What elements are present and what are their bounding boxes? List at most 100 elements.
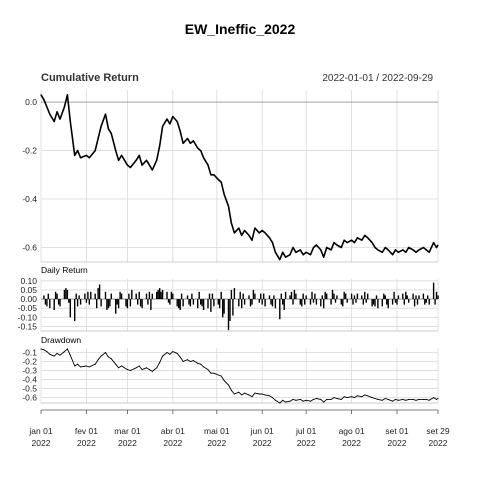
return-bar-80 bbox=[207, 299, 209, 309]
return-bar-179 bbox=[408, 299, 410, 303]
return-bar-45 bbox=[135, 293, 137, 300]
data-point-0-16 bbox=[97, 138, 99, 139]
return-bar-81 bbox=[208, 293, 211, 300]
data-point-0-50 bbox=[217, 179, 219, 181]
return-bar-83 bbox=[211, 293, 214, 300]
return-bar-155 bbox=[361, 295, 363, 299]
data-point-0-112 bbox=[428, 251, 430, 253]
data-point-0-23 bbox=[121, 154, 123, 156]
return-bar-119 bbox=[284, 291, 287, 300]
return-bar-133 bbox=[314, 293, 316, 300]
data-point-2-4 bbox=[53, 355, 55, 357]
data-point-2-14 bbox=[88, 366, 90, 368]
return-bar-48 bbox=[139, 299, 142, 307]
return-bar-50 bbox=[145, 293, 148, 300]
data-point-2-57 bbox=[241, 394, 243, 396]
data-point-2-1 bbox=[43, 349, 45, 351]
data-point-2-34 bbox=[162, 355, 164, 357]
return-bar-104 bbox=[254, 293, 256, 300]
data-point-2-92 bbox=[361, 396, 363, 398]
x-tick-label-8: set 01 bbox=[385, 426, 408, 436]
return-bar-143 bbox=[334, 299, 337, 303]
y-tick-label-0-3: -0.6 bbox=[22, 242, 37, 252]
return-bar-157 bbox=[364, 291, 366, 300]
data-point-0-1 bbox=[43, 99, 45, 101]
data-point-0-115 bbox=[437, 244, 439, 246]
return-bar-135 bbox=[320, 299, 322, 307]
data-point-2-7 bbox=[63, 351, 65, 353]
return-bar-154 bbox=[356, 293, 359, 300]
return-bar-36 bbox=[116, 299, 118, 305]
return-bar-69 bbox=[182, 299, 184, 307]
return-bar-34 bbox=[110, 293, 112, 300]
data-point-2-13 bbox=[85, 365, 87, 367]
data-point-2-100 bbox=[387, 398, 389, 400]
data-point-2-109 bbox=[418, 398, 420, 400]
x-tick-year-7: 2022 bbox=[342, 438, 361, 448]
data-point-0-55 bbox=[233, 232, 235, 234]
return-bar-62 bbox=[169, 299, 171, 305]
data-point-2-6 bbox=[59, 354, 61, 356]
return-bar-79 bbox=[202, 299, 205, 310]
return-bar-94 bbox=[233, 288, 236, 299]
return-bar-65 bbox=[176, 299, 178, 307]
data-point-0-51 bbox=[220, 181, 222, 183]
data-point-2-73 bbox=[295, 399, 297, 401]
return-bar-115 bbox=[279, 299, 281, 320]
data-point-0-110 bbox=[422, 247, 424, 248]
return-bar-142 bbox=[333, 293, 335, 300]
return-bar-92 bbox=[230, 289, 233, 299]
data-point-0-26 bbox=[135, 159, 137, 161]
data-point-2-86 bbox=[340, 398, 342, 400]
y-tick-label-2-2: -0.3 bbox=[22, 366, 37, 376]
data-point-2-83 bbox=[330, 398, 332, 400]
x-tick-label-9: set 29 bbox=[426, 426, 449, 436]
data-point-0-63 bbox=[261, 230, 263, 231]
data-point-0-96 bbox=[374, 247, 376, 248]
data-point-2-75 bbox=[302, 400, 304, 402]
data-point-2-22 bbox=[118, 367, 120, 369]
data-point-0-34 bbox=[162, 125, 164, 127]
return-bar-150 bbox=[350, 293, 353, 300]
data-point-0-111 bbox=[425, 249, 427, 251]
return-bar-76 bbox=[198, 291, 200, 300]
return-bar-12 bbox=[66, 289, 69, 299]
return-bar-91 bbox=[229, 299, 231, 321]
data-point-0-71 bbox=[289, 254, 291, 256]
return-bar-52 bbox=[148, 291, 151, 300]
return-bar-120 bbox=[289, 295, 291, 299]
return-bar-13 bbox=[68, 299, 70, 303]
return-bar-112 bbox=[271, 299, 274, 307]
return-bar-33 bbox=[109, 299, 111, 307]
return-bar-118 bbox=[283, 299, 285, 310]
data-point-0-74 bbox=[299, 249, 301, 251]
return-bar-28 bbox=[98, 284, 101, 300]
return-bar-29 bbox=[100, 299, 102, 307]
data-point-2-94 bbox=[367, 395, 369, 397]
data-point-2-52 bbox=[223, 380, 225, 381]
data-point-0-6 bbox=[59, 118, 61, 120]
data-point-2-110 bbox=[422, 398, 424, 400]
panels-layer: 0.0-0.2-0.4-0.60.100.050.00-0.05-0.10-0.… bbox=[18, 94, 439, 404]
return-bar-16 bbox=[75, 293, 77, 300]
return-bar-3 bbox=[47, 293, 49, 300]
data-point-0-14 bbox=[88, 157, 90, 159]
data-point-0-3 bbox=[49, 113, 51, 115]
data-point-2-41 bbox=[187, 359, 188, 361]
return-bar-56 bbox=[157, 289, 159, 299]
data-point-0-89 bbox=[351, 239, 353, 241]
data-point-2-11 bbox=[77, 363, 79, 365]
data-point-2-88 bbox=[346, 397, 348, 399]
return-bar-26 bbox=[96, 299, 98, 309]
y-tick-label-1-5: -0.15 bbox=[18, 321, 38, 331]
data-point-0-10 bbox=[74, 154, 76, 156]
data-point-0-100 bbox=[387, 249, 389, 251]
data-point-2-15 bbox=[94, 363, 96, 365]
return-bar-49 bbox=[141, 299, 143, 309]
return-bar-164 bbox=[377, 299, 379, 309]
x-tick-label-7: ago 01 bbox=[339, 426, 365, 436]
data-point-2-111 bbox=[425, 398, 427, 400]
data-point-0-77 bbox=[310, 254, 311, 256]
return-bar-113 bbox=[273, 295, 275, 299]
data-point-2-29 bbox=[146, 367, 147, 369]
